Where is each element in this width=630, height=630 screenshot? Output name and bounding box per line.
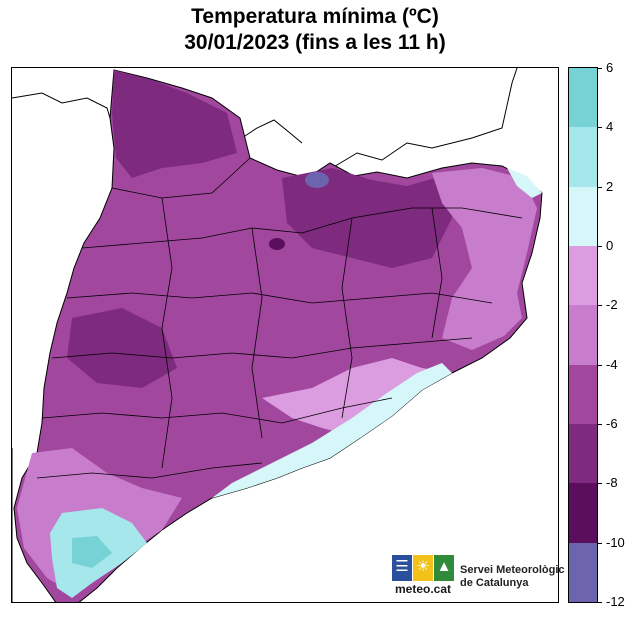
map-title: Temperatura mínima (ºC) <box>191 5 439 28</box>
legend-swatch <box>569 186 597 246</box>
catalonia-temperature-map <box>12 68 543 602</box>
organization-line-2: de Catalunya <box>460 577 529 589</box>
sun-icon: ☀ <box>413 555 433 581</box>
legend-tick <box>597 542 602 544</box>
logo-brand: meteo.cat <box>394 582 452 596</box>
cap-creus-above-zero <box>507 168 542 198</box>
legend-tick <box>597 424 602 425</box>
map-panel <box>11 67 559 603</box>
legend-tick-label: -10 <box>606 534 625 550</box>
legend-swatch <box>569 68 597 128</box>
meteocat-logo: ☰ ☀ ▲ meteo.cat <box>392 555 454 596</box>
legend-swatch <box>569 305 597 365</box>
legend-tick-label: -6 <box>606 416 618 431</box>
legend-tick <box>597 68 602 69</box>
legend-tick <box>597 305 602 307</box>
legend-tick <box>597 186 602 188</box>
legend-swatch <box>569 542 597 602</box>
legend-tick-label: -4 <box>606 356 618 372</box>
coastal-mild-zone <box>262 358 452 438</box>
map-subtitle: 30/01/2023 (fins a les 11 h) <box>184 31 446 54</box>
aragon-border-line <box>12 92 111 119</box>
legend-tick <box>597 602 602 603</box>
legend-tick-label: -8 <box>606 475 618 491</box>
legend-tick-label: -12 <box>606 594 625 609</box>
coast-above-zero <box>212 363 452 498</box>
legend-swatch <box>569 424 597 484</box>
mountain-icon: ▲ <box>434 555 454 581</box>
legend-tick-label: 0 <box>606 238 614 253</box>
comarca-borders <box>36 157 523 479</box>
central-cold-zone <box>282 168 452 268</box>
legend-swatch <box>569 483 597 543</box>
east-mild-zone <box>432 168 537 350</box>
legend-swatch <box>569 364 597 424</box>
flag-stripes-icon: ☰ <box>392 555 412 581</box>
legend-tick <box>597 364 602 366</box>
legend-swatch <box>569 246 597 306</box>
legend-tick-label: 2 <box>606 178 614 194</box>
andorra-outline <box>241 119 303 144</box>
france-border-line <box>331 68 518 169</box>
legend-tick-label: 6 <box>606 60 614 75</box>
legend-tick <box>597 483 602 485</box>
organization-line-1: Servei Meteorològic <box>460 564 565 576</box>
delta-warmest-zone <box>72 536 112 568</box>
very-cold-spot <box>305 172 329 188</box>
western-cold-zone <box>67 308 177 388</box>
very-cold-spot-2 <box>269 238 285 250</box>
colorbar-legend <box>568 67 602 603</box>
legend-tick-label: -2 <box>606 297 618 313</box>
legend-swatch <box>569 127 597 187</box>
legend-tick-label: 4 <box>606 119 614 135</box>
legend-tick <box>597 246 602 247</box>
organization-name: Servei Meteorològic de Catalunya <box>460 564 565 590</box>
pyrenees-cold-zone <box>112 70 237 178</box>
legend-tick <box>597 127 602 129</box>
